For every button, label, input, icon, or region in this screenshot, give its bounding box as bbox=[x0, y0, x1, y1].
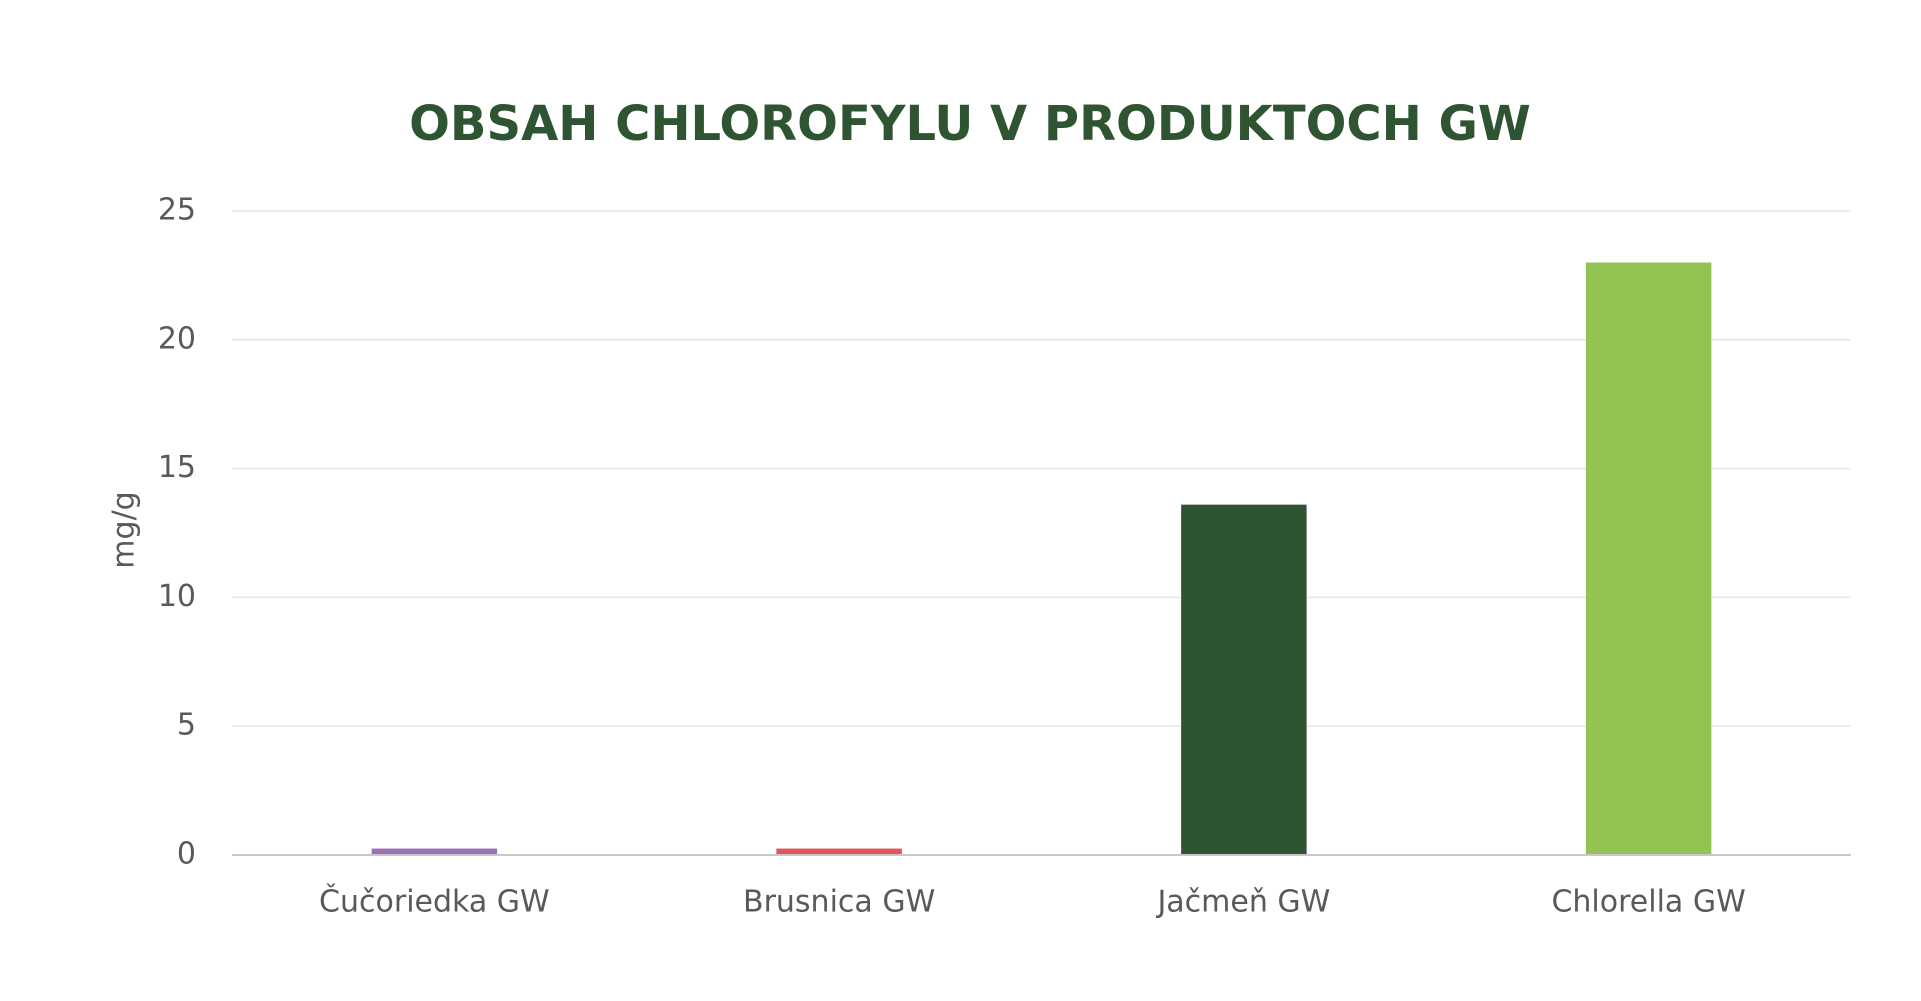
bar bbox=[1181, 504, 1307, 855]
y-tick-label: 10 bbox=[158, 579, 196, 614]
y-tick-label: 25 bbox=[158, 193, 196, 228]
bar bbox=[776, 848, 902, 855]
y-tick-label: 15 bbox=[158, 450, 196, 485]
y-tick-label: 5 bbox=[177, 708, 196, 743]
bar bbox=[371, 848, 498, 855]
x-tick-label: Jačmeň GW bbox=[1155, 885, 1330, 920]
bar bbox=[1585, 262, 1712, 855]
x-tick-label: Čučoriedka GW bbox=[319, 883, 550, 920]
y-axis-label: mg/g bbox=[107, 491, 142, 568]
chart-title: OBSAH CHLOROFYLU V PRODUKTOCH GW bbox=[409, 96, 1531, 152]
x-tick-label: Brusnica GW bbox=[743, 885, 935, 920]
y-tick-label: 0 bbox=[177, 837, 196, 872]
y-tick-label: 20 bbox=[158, 321, 196, 356]
x-tick-label: Chlorella GW bbox=[1551, 885, 1745, 920]
